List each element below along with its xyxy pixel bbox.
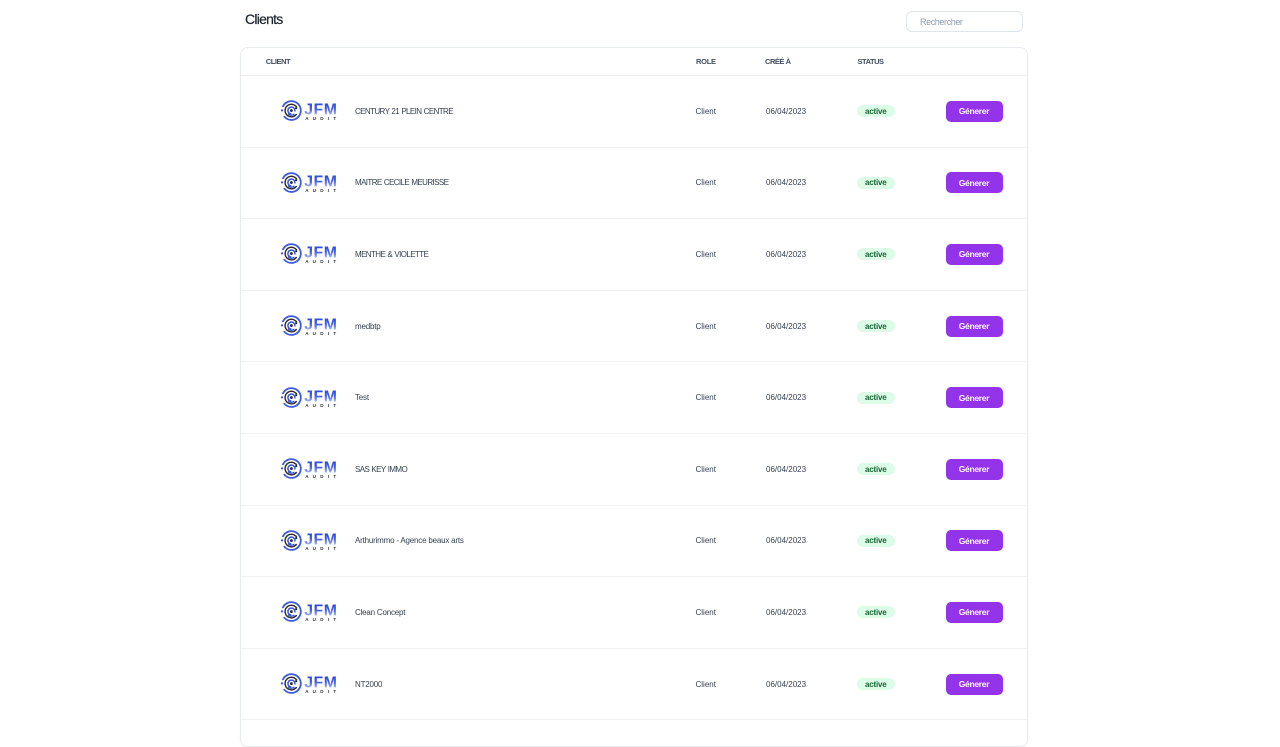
svg-text:A U D I T: A U D I T — [305, 402, 336, 407]
svg-text:A U D I T: A U D I T — [305, 259, 336, 264]
svg-text:JFM: JFM — [304, 101, 337, 118]
svg-text:A U D I T: A U D I T — [305, 188, 336, 193]
svg-text:A U D I T: A U D I T — [305, 116, 336, 121]
svg-text:A U D I T: A U D I T — [305, 689, 336, 694]
svg-text:A U D I T: A U D I T — [305, 474, 336, 479]
svg-text:JFM: JFM — [304, 245, 337, 262]
svg-text:JFM: JFM — [304, 388, 337, 405]
svg-text:JFM: JFM — [304, 173, 337, 190]
svg-text:JFM: JFM — [304, 674, 337, 691]
svg-text:JFM: JFM — [304, 316, 337, 333]
svg-text:A U D I T: A U D I T — [305, 331, 336, 336]
svg-text:JFM: JFM — [304, 459, 337, 476]
svg-text:JFM: JFM — [304, 531, 337, 548]
svg-text:A U D I T: A U D I T — [305, 546, 336, 551]
svg-text:A U D I T: A U D I T — [305, 617, 336, 622]
svg-text:JFM: JFM — [304, 603, 337, 620]
